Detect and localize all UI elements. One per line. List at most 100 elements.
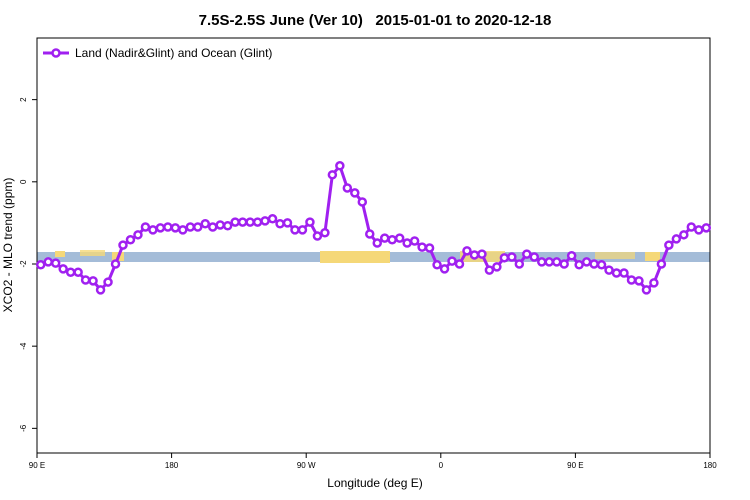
data-point: [58, 264, 68, 274]
data-point: [581, 257, 592, 267]
data-point: [484, 265, 495, 275]
data-point: [701, 223, 712, 233]
data-point: [379, 233, 390, 243]
x-tick-label: 90 E: [567, 461, 583, 470]
data-point: [574, 260, 584, 270]
data-point: [402, 238, 412, 248]
data-point: [424, 243, 435, 253]
data-point: [125, 234, 136, 245]
data-point: [163, 222, 173, 232]
data-point: [447, 256, 457, 266]
data-point: [656, 259, 667, 269]
data-point: [551, 257, 562, 267]
data-point: [365, 229, 375, 239]
data-point: [35, 260, 46, 270]
data-point: [686, 222, 697, 232]
data-point: [50, 258, 61, 268]
data-point: [230, 217, 240, 227]
data-point: [133, 230, 143, 240]
data-point: [327, 170, 338, 180]
x-tick-label: 90 E: [29, 461, 45, 470]
data-point: [215, 220, 225, 230]
data-point: [155, 223, 166, 233]
data-point: [252, 217, 263, 227]
data-point: [462, 246, 472, 256]
data-point: [679, 230, 689, 240]
x-axis-label: Longitude (deg E): [327, 476, 422, 490]
legend-marker: [51, 48, 61, 58]
data-point: [185, 222, 196, 232]
plot-frame: [36, 37, 711, 454]
data-point: [619, 268, 629, 278]
data-point: [596, 260, 607, 270]
data-point: [65, 267, 76, 277]
y-tick-label: -2: [19, 260, 28, 268]
data-point: [305, 217, 315, 227]
legend-label: Land (Nadir&Glint) and Ocean (Glint): [75, 46, 272, 60]
data-point: [439, 264, 450, 274]
data-point: [507, 252, 517, 262]
data-point: [387, 234, 397, 245]
land-patch: [595, 252, 635, 259]
data-point: [282, 218, 293, 228]
data-point: [207, 222, 218, 232]
data-point: [88, 276, 98, 286]
legend: Land (Nadir&Glint) and Ocean (Glint): [43, 46, 272, 60]
data-point: [357, 197, 368, 207]
data-point: [537, 257, 547, 267]
surface-strip: [37, 250, 710, 263]
data-point: [260, 216, 270, 226]
data-point: [432, 260, 442, 270]
y-tick-label: 2: [19, 97, 28, 102]
data-point: [522, 249, 532, 259]
land-patch: [80, 250, 105, 256]
data-point: [312, 231, 323, 241]
y-tick-label: -4: [19, 342, 28, 350]
data-point: [80, 275, 91, 285]
data-point: [275, 218, 285, 229]
data-point: [140, 222, 151, 232]
data-point: [469, 250, 480, 260]
y-tick-label: 0: [19, 179, 28, 184]
data-point: [178, 225, 188, 235]
data-point: [297, 225, 308, 235]
data-point: [73, 267, 83, 277]
data-point: [43, 257, 53, 267]
data-point: [649, 278, 659, 288]
data-point: [454, 259, 465, 269]
data-point: [514, 259, 525, 269]
x-tick-label: 90 W: [297, 461, 316, 470]
data-point: [118, 240, 128, 250]
data-point: [95, 285, 106, 295]
data-point: [559, 259, 569, 269]
data-point: [267, 214, 278, 224]
x-tick-label: 0: [439, 461, 444, 470]
y-axis-label: XCO2 - MLO trend (ppm): [1, 178, 15, 313]
data-point: [589, 259, 599, 269]
data-point: [566, 251, 577, 261]
data-point: [350, 188, 360, 198]
data-point: [694, 225, 704, 235]
data-point: [611, 268, 622, 278]
data-point: [499, 253, 510, 263]
data-point: [529, 252, 540, 262]
data-point: [222, 221, 233, 231]
x-tick-label: 180: [165, 461, 179, 470]
data-point: [417, 242, 427, 252]
land-patch: [55, 251, 65, 257]
x-tick-label: 180: [703, 461, 717, 470]
data-point: [342, 183, 353, 193]
chart-title: 7.5S-2.5S June (Ver 10) 2015-01-01 to 20…: [199, 12, 552, 29]
data-point: [193, 222, 203, 232]
data-point: [200, 218, 210, 229]
land-patch: [645, 252, 660, 261]
data-point: [664, 240, 674, 250]
data-point: [335, 161, 345, 171]
data-point: [477, 249, 487, 259]
data-point: [626, 275, 637, 285]
data-point: [671, 234, 682, 244]
land-patch: [320, 251, 390, 263]
data-point: [604, 265, 614, 275]
data-point: [320, 228, 330, 238]
